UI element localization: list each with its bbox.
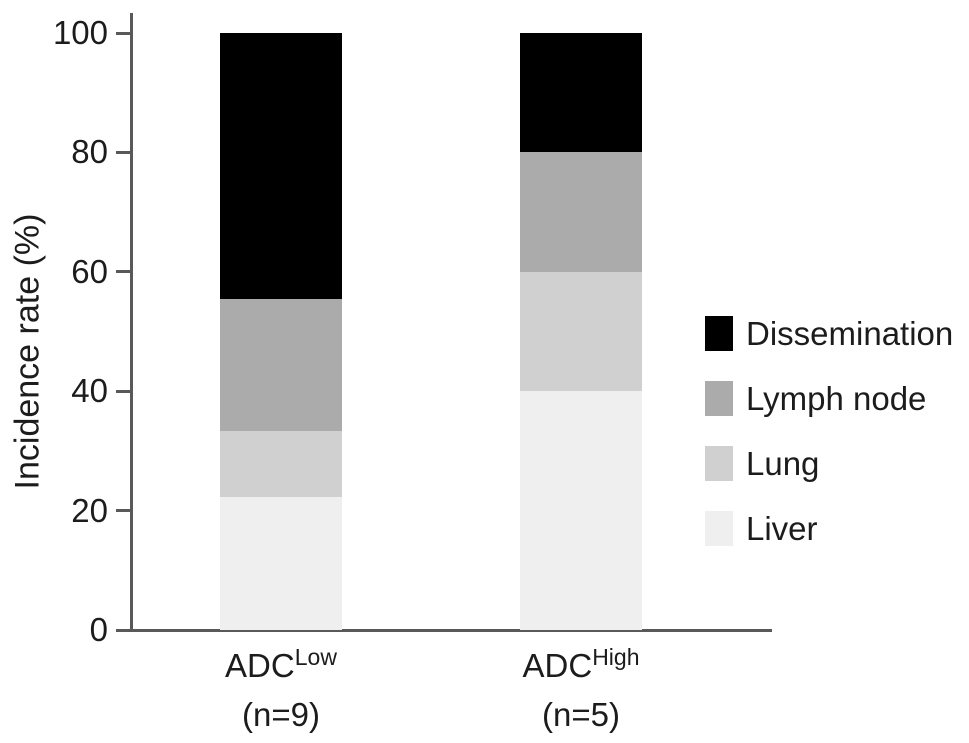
x-axis-label-adc-low: ADCLow (n=9): [171, 643, 391, 737]
y-tick-0: [116, 628, 132, 632]
legend-swatch-lymph-node: [705, 381, 733, 416]
y-tick-label-0: 0: [89, 611, 108, 648]
bar-segment-lymph-node-adc-low: [220, 298, 342, 432]
legend-swatch-liver: [705, 511, 733, 546]
bar-segment-lung-adc-low: [220, 431, 342, 498]
y-tick-100: [116, 31, 132, 35]
y-tick-40: [116, 389, 132, 393]
legend-swatch-lung: [705, 446, 733, 481]
y-tick-label-80: 80: [71, 133, 108, 171]
y-tick-label-40: 40: [71, 372, 108, 410]
bar-segment-dissemination-adc-low: [220, 33, 342, 299]
category-n-count: (n=5): [542, 696, 620, 733]
y-axis-title: Incidence rate (%): [8, 213, 47, 490]
legend-label: Dissemination: [746, 315, 954, 352]
bar-segment-lung-adc-high: [520, 271, 642, 392]
category-n-count: (n=9): [242, 696, 320, 733]
bar-segment-liver-adc-high: [520, 391, 642, 630]
bar-segment-liver-adc-low: [220, 497, 342, 630]
y-tick-80: [116, 150, 132, 154]
category-name: ADCLow: [225, 644, 337, 684]
bar-segment-lymph-node-adc-high: [520, 152, 642, 272]
bar-segment-dissemination-adc-high: [520, 33, 642, 153]
x-axis-label-adc-high: ADCHigh (n=5): [471, 643, 691, 737]
legend-swatch-dissemination: [705, 316, 733, 351]
y-tick-label-100: 100: [52, 14, 108, 51]
x-axis-line: [132, 629, 772, 632]
category-name: ADCHigh: [522, 644, 640, 684]
legend-label: Liver: [746, 510, 818, 547]
y-tick-60: [116, 270, 132, 274]
y-axis-line: [130, 13, 133, 632]
y-tick-label-20: 20: [71, 491, 108, 529]
legend-label: Lymph node: [746, 380, 927, 417]
y-tick-20: [116, 509, 132, 513]
y-tick-label-60: 60: [71, 252, 108, 290]
legend-label: Lung: [746, 445, 820, 482]
